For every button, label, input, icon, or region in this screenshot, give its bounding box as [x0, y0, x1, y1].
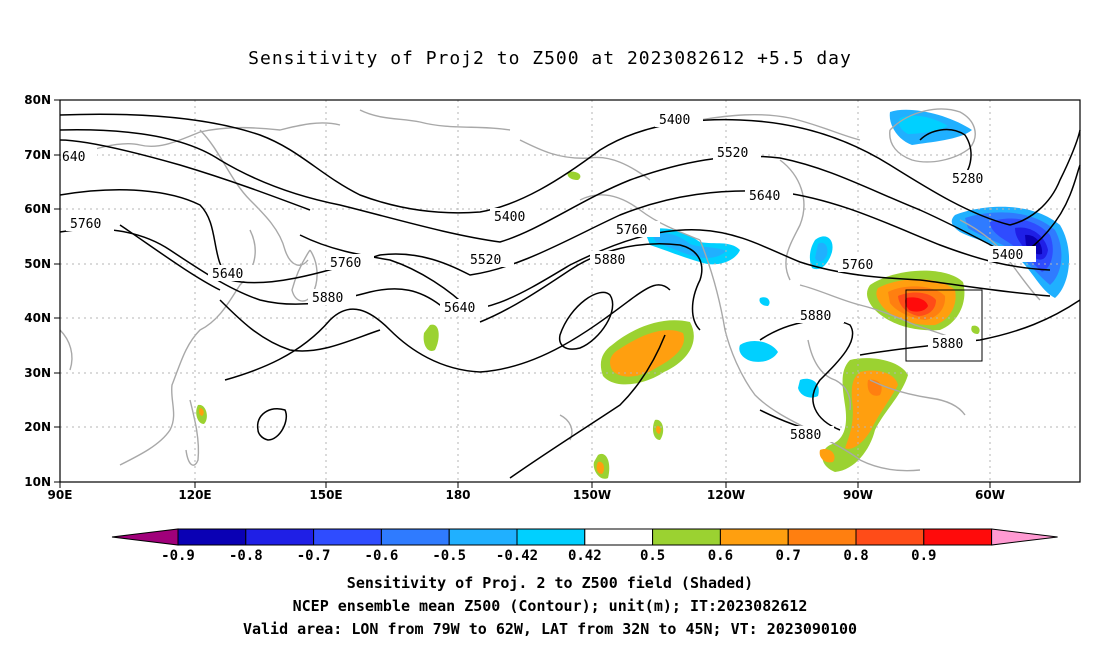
colorbar-label: -0.8: [229, 548, 263, 564]
lon-label: 60W: [975, 488, 1005, 502]
contour-label: 5880: [800, 309, 831, 324]
lat-label: 40N: [24, 311, 51, 325]
valid-area-box: [905, 289, 983, 362]
lat-label: 50N: [24, 257, 51, 271]
contour-label-group: 5400 5520 5640 5280 5760 5400 5400 5520 …: [61, 111, 1036, 443]
grid-lines: [60, 100, 1080, 482]
contour-label: 5520: [470, 253, 501, 268]
caption-line-3: Valid area: LON from 79W to 62W, LAT fro…: [242, 620, 858, 638]
coastlines: [59, 108, 1041, 472]
lat-label: 60N: [24, 202, 51, 216]
lat-label: 10N: [24, 475, 51, 489]
lon-label: 150E: [309, 488, 342, 502]
contour-label: 5760: [616, 223, 647, 238]
contour-label: 5400: [992, 248, 1023, 263]
lat-label: 70N: [24, 148, 51, 162]
colorbar-label: 0.6: [708, 548, 733, 564]
contour-label: 5880: [932, 337, 963, 352]
colorbar-min-arrow: [111, 528, 179, 546]
contour-label: 5640: [444, 301, 475, 316]
lon-label: 120E: [178, 488, 211, 502]
lon-label: 90W: [843, 488, 873, 502]
colorbar-segment: [448, 528, 518, 546]
contour-label: 5760: [70, 217, 101, 232]
contour-label: 5280: [952, 172, 983, 187]
contour-label: 5880: [594, 253, 625, 268]
colorbar-segment: [245, 528, 315, 546]
contour-label: 5640: [212, 267, 243, 282]
colorbar-segment: [855, 528, 925, 546]
contour-label: 5400: [494, 210, 525, 225]
chart-title: Sensitivity of Proj2 to Z500 at 20230826…: [248, 48, 852, 69]
colorbar-label: -0.9: [161, 548, 195, 564]
colorbar-segment: [923, 528, 993, 546]
lon-label: 90E: [48, 488, 73, 502]
colorbar: -0.9 -0.8 -0.7 -0.6 -0.5 -0.42 0.42 0.5 0.6 0.7 0.…: [111, 528, 1058, 564]
colorbar-segment: [313, 528, 382, 546]
contour-label: 5400: [659, 113, 690, 128]
colorbar-label: 0.9: [911, 548, 936, 564]
colorbar-segment: [787, 528, 857, 546]
colorbar-label: -0.5: [432, 548, 466, 564]
colorbar-label: 0.7: [776, 548, 801, 564]
colorbar-label: -0.6: [365, 548, 399, 564]
lon-label: 150W: [573, 488, 611, 502]
colorbar-label: 0.8: [843, 548, 868, 564]
colorbar-label: 0.5: [640, 548, 665, 564]
caption-line-1: Sensitivity of Proj. 2 to Z500 field (Sh…: [346, 574, 754, 592]
z500-contours: [59, 113, 1081, 479]
colorbar-segment: [584, 528, 654, 546]
lon-label: 120W: [707, 488, 745, 502]
contour-label: 5640: [749, 189, 780, 204]
colorbar-segment: [719, 528, 789, 546]
colorbar-segment: [652, 528, 721, 546]
longitude-axis-labels: 90E 120E 150E 180 150W 120W 90W 60W: [48, 488, 1005, 502]
contour-label: 5880: [790, 428, 821, 443]
colorbar-max-arrow: [991, 528, 1058, 546]
latitude-axis-labels: 80N 70N 60N 50N 40N 30N 20N 10N: [24, 93, 51, 489]
lat-label: 30N: [24, 366, 51, 380]
contour-label: 5880: [312, 291, 343, 306]
colorbar-segment: [516, 528, 586, 546]
contour-label: 640: [62, 150, 85, 165]
colorbar-label: -0.7: [297, 548, 331, 564]
colorbar-label: 0.42: [568, 548, 602, 564]
colorbar-segment: [177, 528, 247, 546]
contour-label: 5520: [717, 146, 748, 161]
lat-label: 80N: [24, 93, 51, 107]
contour-label: 5760: [330, 256, 361, 271]
caption-line-2: NCEP ensemble mean Z500 (Contour); unit(…: [292, 597, 808, 615]
lon-label: 180: [445, 488, 470, 502]
colorbar-label: -0.42: [496, 548, 538, 564]
colorbar-segment: [380, 528, 450, 546]
contour-label: 5760: [842, 258, 873, 273]
map-plot: 5400 5520 5640 5280 5760 5400 5400 5520 …: [24, 93, 1081, 502]
lat-label: 20N: [24, 420, 51, 434]
